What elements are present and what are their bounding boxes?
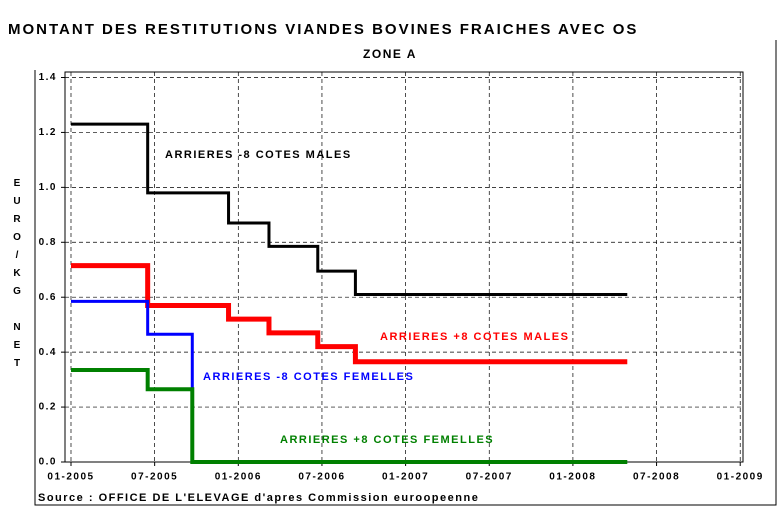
series-label: ARRIERES -8 COTES FEMELLES	[203, 371, 414, 383]
step-line	[70, 299, 194, 462]
source: Source : OFFICE DE L'ELEVAGE d'apres Com…	[38, 492, 479, 504]
y-axis-label: EURO/KG NET	[12, 178, 23, 376]
y-tick-label: 1.0	[39, 182, 57, 193]
y-tick-label: 0.6	[39, 292, 57, 303]
y-tick-label: 0.8	[39, 237, 57, 248]
plot-frame	[64, 71, 744, 463]
x-tick-label: 01-2006	[215, 472, 262, 483]
step-line	[70, 367, 628, 464]
y-tick-label: 0.2	[39, 402, 57, 413]
x-tick-label: 07-2006	[298, 472, 345, 483]
series-label: ARRIERES +8 COTES MALES	[380, 331, 569, 343]
x-tick-label: 07-2007	[466, 472, 513, 483]
x-tick-label: 07-2005	[131, 472, 178, 483]
x-tick-label: 01-2008	[549, 472, 596, 483]
step-line	[70, 122, 628, 296]
frame	[34, 40, 777, 506]
y-tick-label: 1.2	[39, 127, 57, 138]
chart-title: MONTANT DES RESTITUTIONS VIANDES BOVINES…	[8, 21, 638, 38]
x-tick-label: 01-2007	[382, 472, 429, 483]
series-label: ARRIERES -8 COTES MALES	[165, 149, 352, 161]
step-line	[70, 263, 628, 365]
y-tick-label: 0.4	[39, 347, 57, 358]
x-tick-label: 07-2008	[633, 472, 680, 483]
x-tick-label: 01-2005	[47, 472, 94, 483]
y-tick-label: 1.4	[39, 72, 57, 83]
x-tick-label: 01-2009	[717, 472, 764, 483]
series-label: ARRIERES +8 COTES FEMELLES	[280, 434, 494, 446]
chart-subtitle: ZONE A	[363, 47, 417, 61]
y-tick-label: 0.0	[39, 457, 57, 468]
